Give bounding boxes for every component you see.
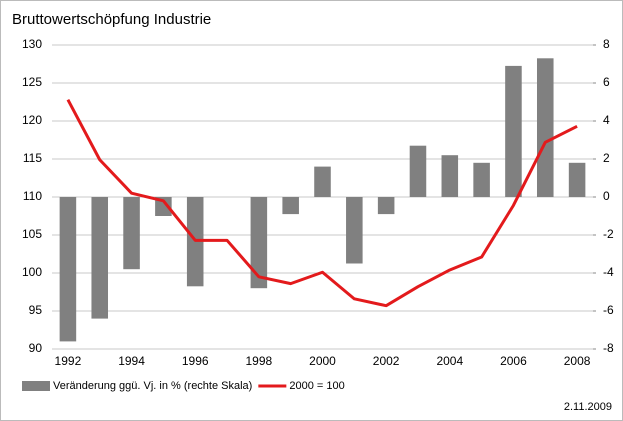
legend-swatch <box>22 381 50 391</box>
x-tick-label: 2006 <box>500 354 527 368</box>
bar <box>123 197 140 270</box>
y-tick-label: 130 <box>22 37 42 51</box>
bar <box>314 166 331 197</box>
y2-tick-label: 6 <box>603 75 610 89</box>
y-tick-label: 125 <box>22 75 42 89</box>
legend-label: 2000 = 100 <box>289 380 344 392</box>
bar <box>91 197 109 319</box>
y2-tick-label: 8 <box>603 37 610 51</box>
line <box>66 99 578 308</box>
y2-tick-label: 0 <box>603 189 610 203</box>
y-tick-label: 120 <box>22 113 42 127</box>
date: 2.11.2009 <box>564 401 612 413</box>
y-tick-label: 90 <box>29 341 43 355</box>
bar <box>377 197 395 215</box>
y-tick-label: 115 <box>23 151 42 165</box>
chart-title: Bruttowertschöpfung Industrie <box>12 11 211 28</box>
bar <box>282 197 299 215</box>
x-tick-label: 1996 <box>182 354 209 368</box>
y2-tick-label: -8 <box>603 341 614 355</box>
x-tick-label: 1994 <box>118 354 145 368</box>
y2-tick-label: 4 <box>603 113 610 127</box>
x-tick-label: 2000 <box>309 354 336 368</box>
bar <box>155 197 172 216</box>
y2-tick-label: -2 <box>603 227 614 241</box>
y2-tick-label: -4 <box>603 265 614 279</box>
bar <box>59 197 77 342</box>
x-tick-label: 1992 <box>55 354 82 368</box>
bar <box>568 162 586 197</box>
bar <box>505 65 522 198</box>
y-tick-label: 105 <box>22 227 42 241</box>
bar <box>346 197 363 264</box>
x-tick-label: 1998 <box>246 354 273 368</box>
y2-tick-label: 2 <box>603 151 610 165</box>
y-tick-label: 110 <box>23 189 42 203</box>
bar <box>441 155 459 197</box>
y-tick-label: 95 <box>29 303 43 317</box>
x-tick-label: 2004 <box>436 354 463 368</box>
bar <box>536 58 554 197</box>
y-tick-label: 100 <box>22 265 42 279</box>
x-tick-label: 2002 <box>373 354 400 368</box>
bar <box>473 162 490 197</box>
y2-tick-label: -6 <box>603 303 614 317</box>
legend-label: Veränderung ggü. Vj. in % (rechte Skala) <box>53 380 252 392</box>
bar <box>250 197 268 289</box>
x-tick-label: 2008 <box>564 354 591 368</box>
bar <box>409 145 427 197</box>
